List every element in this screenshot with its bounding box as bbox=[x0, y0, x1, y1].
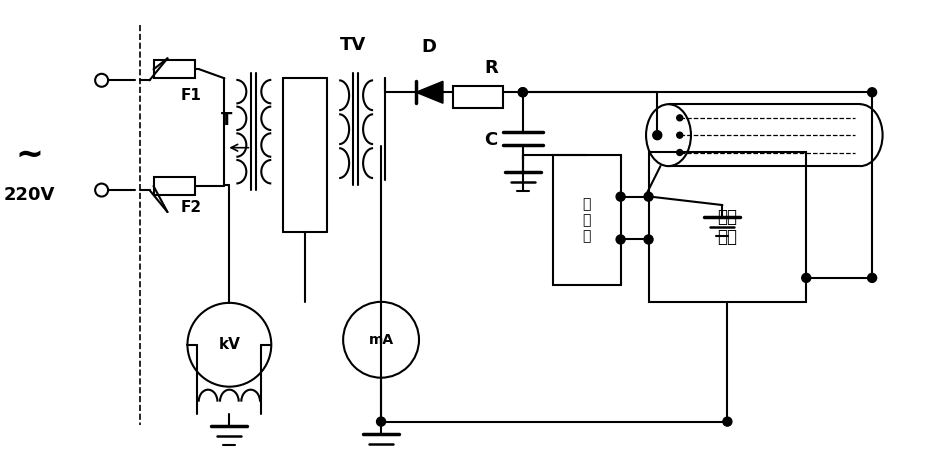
Circle shape bbox=[616, 192, 625, 201]
Circle shape bbox=[868, 88, 877, 97]
Text: T: T bbox=[220, 111, 232, 129]
Circle shape bbox=[519, 88, 527, 97]
Text: R: R bbox=[484, 59, 498, 77]
Polygon shape bbox=[416, 81, 443, 103]
Bar bbox=[648, 152, 807, 302]
Circle shape bbox=[723, 417, 732, 426]
Text: kV: kV bbox=[219, 337, 241, 352]
Circle shape bbox=[653, 130, 662, 140]
Circle shape bbox=[677, 132, 682, 138]
Bar bbox=[154, 177, 195, 195]
Bar bbox=[553, 155, 620, 285]
Text: TV: TV bbox=[340, 36, 367, 54]
Text: 取
样
器: 取 样 器 bbox=[582, 197, 591, 243]
Bar bbox=[154, 60, 195, 78]
Circle shape bbox=[868, 274, 877, 283]
Text: 测试
仪器: 测试 仪器 bbox=[718, 207, 737, 247]
Circle shape bbox=[519, 88, 527, 97]
Text: ~: ~ bbox=[16, 139, 44, 171]
Circle shape bbox=[677, 149, 682, 156]
Text: 220V: 220V bbox=[4, 186, 56, 204]
Circle shape bbox=[644, 235, 653, 244]
Circle shape bbox=[802, 274, 811, 283]
Text: F2: F2 bbox=[181, 199, 202, 215]
Circle shape bbox=[377, 417, 385, 426]
Bar bbox=[453, 86, 503, 108]
Circle shape bbox=[677, 115, 682, 121]
Text: mA: mA bbox=[369, 333, 394, 347]
Text: D: D bbox=[421, 38, 436, 56]
Circle shape bbox=[616, 235, 625, 244]
Circle shape bbox=[644, 192, 653, 201]
Text: C: C bbox=[484, 131, 497, 149]
Text: F1: F1 bbox=[181, 88, 202, 103]
